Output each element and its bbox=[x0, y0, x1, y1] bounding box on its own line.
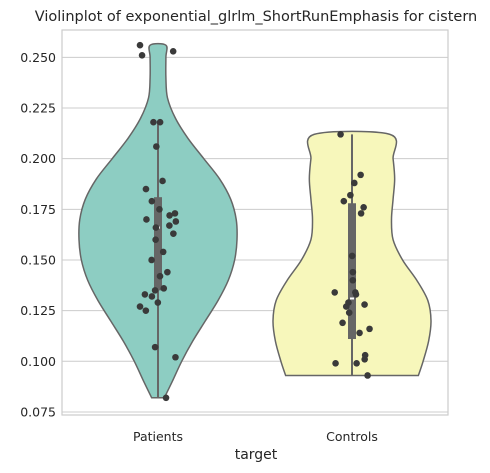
data-point bbox=[357, 171, 364, 179]
data-point bbox=[172, 353, 179, 361]
data-point bbox=[159, 248, 167, 256]
data-point bbox=[153, 143, 160, 150]
data-point bbox=[353, 360, 360, 367]
data-point bbox=[166, 212, 173, 219]
data-point bbox=[136, 303, 144, 310]
x-tick-label: Controls bbox=[326, 429, 378, 444]
plot-area: 0.075 0.100 0.125 0.150 0.175 0.200 0.225 0.250… bbox=[20, 29, 449, 444]
data-point bbox=[356, 329, 363, 337]
y-tick-label: 0.200 bbox=[20, 151, 56, 166]
data-point bbox=[340, 197, 348, 205]
y-tick-label: 0.100 bbox=[20, 354, 56, 369]
x-tick-label: Patients bbox=[133, 429, 183, 444]
data-point bbox=[142, 185, 150, 193]
data-point bbox=[141, 291, 149, 298]
x-axis-label: target bbox=[235, 447, 278, 463]
data-point bbox=[169, 47, 177, 55]
y-tick-label: 0.250 bbox=[20, 50, 56, 65]
data-point bbox=[332, 360, 339, 367]
data-point bbox=[160, 285, 168, 292]
data-point bbox=[152, 236, 159, 244]
data-point bbox=[156, 272, 164, 280]
data-point bbox=[152, 224, 160, 231]
data-point bbox=[171, 210, 179, 217]
data-point bbox=[148, 293, 156, 300]
data-point bbox=[349, 276, 357, 284]
data-point bbox=[154, 299, 162, 306]
data-point bbox=[172, 218, 180, 225]
data-point bbox=[150, 118, 157, 126]
data-point bbox=[164, 268, 171, 276]
data-point bbox=[347, 191, 354, 199]
y-tick-label: 0.125 bbox=[20, 303, 56, 318]
data-point bbox=[349, 268, 357, 276]
data-point bbox=[156, 206, 163, 213]
data-point bbox=[148, 256, 155, 264]
data-point bbox=[364, 372, 371, 379]
data-point bbox=[339, 319, 346, 327]
data-point bbox=[351, 179, 358, 187]
data-point bbox=[342, 303, 350, 310]
plot-frame bbox=[61, 29, 449, 416]
data-point bbox=[142, 307, 150, 314]
median-marker bbox=[350, 297, 354, 300]
data-point bbox=[159, 177, 166, 185]
y-tick-label: 0.225 bbox=[20, 101, 56, 116]
data-point bbox=[348, 252, 356, 260]
data-point bbox=[361, 301, 368, 308]
y-tick-label: 0.150 bbox=[20, 252, 56, 267]
data-point bbox=[151, 343, 159, 351]
y-tick-label: 0.075 bbox=[20, 404, 56, 419]
data-point bbox=[345, 309, 353, 316]
data-point bbox=[170, 230, 177, 237]
data-point bbox=[360, 204, 367, 211]
data-point bbox=[361, 355, 368, 363]
data-point bbox=[337, 131, 344, 138]
chart-title: Violinplot of exponential_glrlm_ShortRun… bbox=[35, 9, 477, 25]
data-point bbox=[136, 41, 144, 49]
data-point bbox=[138, 52, 146, 59]
data-point bbox=[148, 197, 156, 205]
data-point bbox=[352, 291, 360, 298]
iqr-box bbox=[154, 197, 162, 291]
data-point bbox=[357, 210, 365, 217]
data-point bbox=[151, 287, 159, 294]
y-tick-label: 0.175 bbox=[20, 202, 56, 217]
data-point bbox=[156, 118, 164, 126]
data-point bbox=[331, 289, 339, 296]
data-point bbox=[162, 394, 170, 402]
data-point bbox=[166, 222, 173, 229]
data-point bbox=[143, 216, 150, 223]
data-point bbox=[366, 325, 373, 333]
